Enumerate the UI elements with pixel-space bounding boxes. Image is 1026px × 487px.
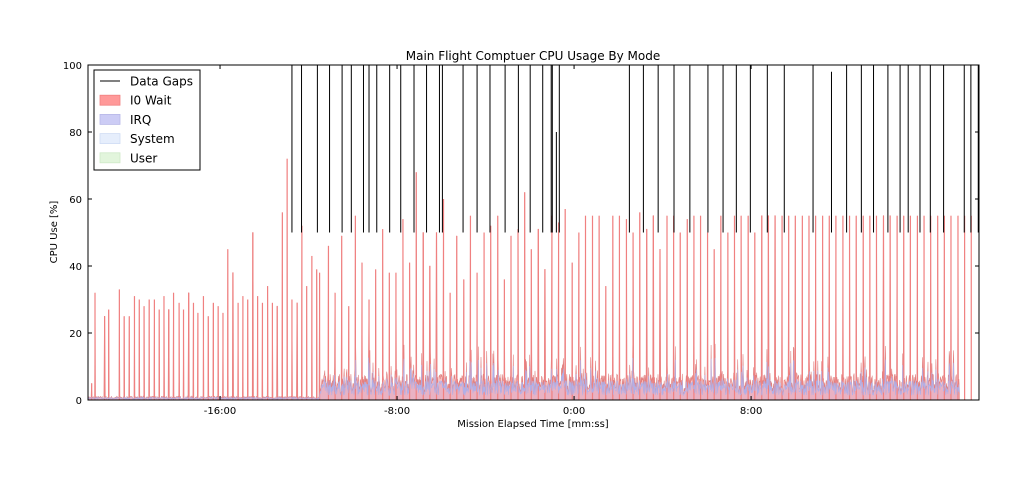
legend-label: System [130, 132, 175, 146]
plot-area [88, 65, 979, 400]
y-tick-label: 0 [76, 396, 82, 407]
plot-frame [87, 64, 980, 401]
y-tick-label: 80 [69, 128, 82, 139]
x-axis-title: Mission Elapsed Time [mm:ss] [457, 419, 609, 430]
x-axis: -16:00 -8:00 0:00 8:00 [204, 65, 762, 417]
irq-line [88, 357, 960, 400]
legend-label: Data Gaps [130, 75, 193, 89]
legend-label: User [130, 151, 157, 165]
y-tick-label: 100 [63, 61, 82, 72]
legend-swatch [99, 114, 121, 125]
legend-swatch [99, 94, 121, 106]
x-tick-label: -16:00 [204, 406, 236, 417]
y-tick-label: 60 [69, 195, 82, 206]
x-tick-label: 8:00 [740, 406, 762, 417]
legend-label: I0 Wait [130, 94, 172, 108]
chart-title: Main Flight Comptuer CPU Usage By Mode [406, 49, 661, 63]
legend: Data Gaps I0 Wait IRQ System User [93, 69, 201, 171]
legend-label: IRQ [130, 113, 151, 127]
series-layer [88, 158, 972, 400]
y-axis: 0 20 40 60 80 100 [63, 61, 979, 407]
y-axis-title: CPU Use [%] [49, 201, 60, 264]
data-gaps-layer [291, 65, 979, 233]
legend-swatch [99, 133, 121, 145]
x-tick-label: -8:00 [384, 406, 410, 417]
y-tick-label: 20 [69, 329, 82, 340]
x-tick-label: 0:00 [563, 406, 585, 417]
y-tick-label: 40 [69, 262, 82, 273]
legend-swatch [99, 152, 121, 164]
